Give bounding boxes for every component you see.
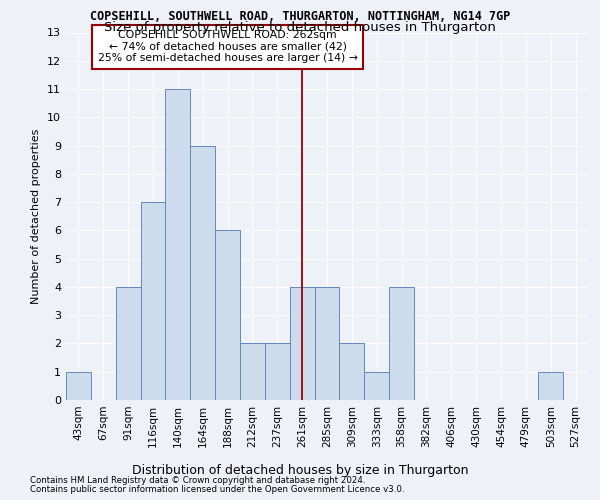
Bar	[314, 287, 340, 400]
Text: Size of property relative to detached houses in Thurgarton: Size of property relative to detached ho…	[104, 21, 496, 34]
Bar	[166, 89, 190, 400]
Bar	[240, 344, 265, 400]
Bar	[215, 230, 240, 400]
Bar	[389, 287, 414, 400]
Text: COPSEHILL, SOUTHWELL ROAD, THURGARTON, NOTTINGHAM, NG14 7GP: COPSEHILL, SOUTHWELL ROAD, THURGARTON, N…	[90, 10, 510, 23]
Bar	[66, 372, 91, 400]
Bar	[116, 287, 140, 400]
Bar	[140, 202, 166, 400]
Text: Contains HM Land Registry data © Crown copyright and database right 2024.: Contains HM Land Registry data © Crown c…	[30, 476, 365, 485]
Bar	[364, 372, 389, 400]
Bar	[265, 344, 290, 400]
Bar	[538, 372, 563, 400]
Bar	[290, 287, 314, 400]
Text: COPSEHILL SOUTHWELL ROAD: 262sqm
← 74% of detached houses are smaller (42)
25% o: COPSEHILL SOUTHWELL ROAD: 262sqm ← 74% o…	[98, 30, 358, 63]
Text: Distribution of detached houses by size in Thurgarton: Distribution of detached houses by size …	[132, 464, 468, 477]
Y-axis label: Number of detached properties: Number of detached properties	[31, 128, 41, 304]
Bar	[340, 344, 364, 400]
Bar	[190, 146, 215, 400]
Text: Contains public sector information licensed under the Open Government Licence v3: Contains public sector information licen…	[30, 485, 404, 494]
